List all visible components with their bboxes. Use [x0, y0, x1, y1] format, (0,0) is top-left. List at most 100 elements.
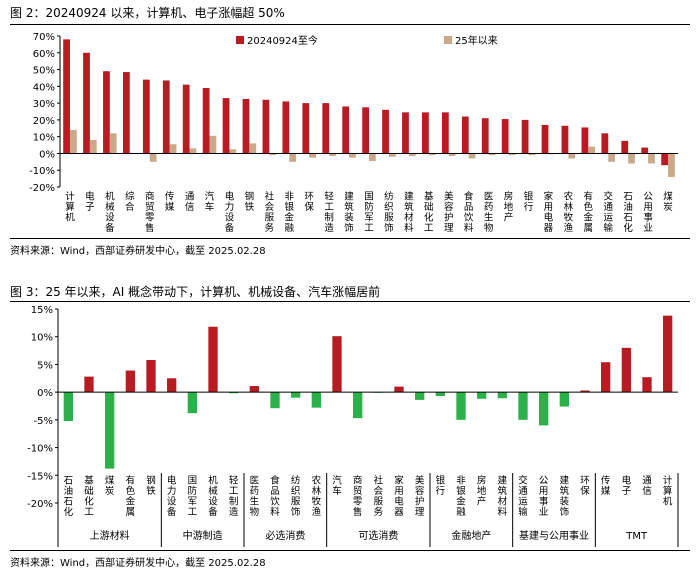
chart1-top-rule [10, 24, 690, 25]
chart2-x-tick-label: 食品饮料 [270, 475, 280, 519]
chart1-x-tick-label: 煤炭 [663, 191, 673, 214]
chart1-x-tick-label: 农林牧渔 [564, 191, 574, 235]
chart2-x-tick-label: 钢铁 [146, 475, 156, 498]
chart2-x-tick-label: 纺织服饰 [291, 475, 301, 519]
chart1-bar-since-20240924 [142, 79, 150, 154]
chart1-bar-since-2025 [309, 153, 316, 158]
chart2-bar-negative [291, 392, 301, 398]
chart1-bar-since-20240924 [282, 101, 290, 154]
chart1-bar-since-2025 [169, 144, 177, 154]
chart2-bar-negative [518, 392, 528, 420]
chart1-bar-since-2025 [69, 129, 77, 154]
chart1-x-tick-label: 轻工制造 [324, 191, 334, 235]
chart1-bar-since-2025 [428, 153, 436, 156]
chart1-bar-since-20240924 [302, 103, 310, 154]
chart1-x-tick-label: 食品饮料 [464, 191, 474, 235]
chart2-bar-positive [580, 390, 590, 393]
chart2-bar-positive [394, 386, 404, 393]
chart1-bar-since-20240924 [561, 125, 569, 154]
chart2-bar-negative [477, 392, 487, 399]
chart2-x-tick-label: 轻工制造 [229, 475, 239, 519]
chart2-x-tick-label: 农林牧渔 [312, 475, 322, 519]
chart2-bar-positive [332, 336, 342, 393]
chart1-y-tick-label: 40% [33, 82, 55, 93]
chart1-bar-since-20240924 [422, 112, 429, 154]
chart2-group-label: TMT [625, 531, 648, 542]
chart2-x-tick-label: 家用电器 [394, 475, 404, 519]
chart1-bar-since-2025 [468, 153, 476, 159]
chart2-top-rule [10, 301, 690, 302]
chart1-bar-since-2025 [408, 153, 416, 156]
chart1-x-tick-label: 基础化工 [424, 191, 434, 235]
chart2-bar-negative [353, 392, 363, 419]
chart1-y-tick-label: 70% [33, 32, 55, 43]
chart1-bar-since-2025 [329, 153, 336, 156]
chart1-bar-since-20240924 [202, 88, 210, 154]
chart1-bar-since-20240924 [342, 106, 350, 154]
chart2-x-tick-label: 通信 [642, 476, 652, 498]
chart2-x-tick-label: 电子 [622, 475, 632, 498]
chart1-bar-since-2025 [388, 153, 396, 157]
chart2-bar-negative [229, 392, 239, 394]
chart2-x-tick-label: 医药生物 [250, 476, 260, 519]
chart1-bar-since-20240924 [162, 80, 170, 154]
chart2-bar-negative [105, 392, 115, 469]
chart1-bar-since-20240924 [322, 103, 330, 154]
chart1-legend-swatch-red [236, 36, 244, 44]
chart2-group-label: 金融地产 [451, 529, 491, 542]
chart1-x-tick-label: 钢铁 [245, 191, 255, 214]
chart1-x-tick-label: 电子 [85, 191, 95, 214]
chart1-bar-since-2025 [508, 153, 516, 156]
chart2-x-tick-label: 环保 [580, 476, 590, 498]
chart2-y-tick-label: 5% [37, 360, 53, 371]
chart1-x-tick-label: 美容护理 [444, 191, 454, 235]
chart1-y-tick-label: 50% [33, 66, 55, 77]
chart2-group-label: 中游制造 [183, 529, 223, 542]
chart1-bar-since-2025 [588, 146, 596, 154]
chart1-bar-since-2025 [249, 143, 257, 154]
chart2-x-tick-label: 有色金属 [126, 475, 136, 519]
chart1-bar-since-2025 [209, 135, 217, 154]
chart1-bar-since-2025 [269, 153, 277, 156]
chart2-group-label: 必选消费 [265, 529, 305, 542]
chart2-x-tick-label: 公用事业 [539, 476, 549, 519]
chart1-x-tick-label: 通信 [185, 192, 195, 214]
chart1-bar-since-20240924 [63, 39, 70, 154]
chart1-bar-since-20240924 [182, 84, 190, 154]
chart1-x-tick-label: 建筑材料 [404, 191, 414, 235]
chart2-x-tick-label: 非银金融 [456, 475, 466, 519]
chart2-x-tick-label: 美容护理 [415, 475, 425, 519]
chart1-caption: 图 2：20240924 以来，计算机、电子涨幅超 50% [10, 6, 285, 20]
chart1-legend-label-red: 20240924至今 [247, 34, 318, 47]
chart1-bar-since-20240924 [621, 140, 629, 154]
chart2-group-label: 基建与公用事业 [519, 529, 589, 542]
chart1-y-tick-label: 60% [33, 49, 55, 60]
chart1-bar-since-20240924 [362, 107, 369, 154]
chart2-bar-negative [311, 392, 321, 408]
chart2-y-tick-label: 10% [31, 333, 53, 344]
chart2-bar-negative [435, 392, 445, 397]
chart2-y-tick-label: -5% [34, 416, 53, 427]
chart1-bar-since-20240924 [402, 112, 409, 154]
chart1-x-tick-label: 汽车 [205, 191, 215, 214]
chart2-bar-negative [456, 392, 466, 420]
chart2-x-tick-label: 计算机 [663, 475, 673, 508]
chart1-x-tick-label: 机械设备 [105, 191, 115, 235]
chart1-bar-since-20240924 [122, 72, 130, 154]
chart1-bar-since-20240924 [242, 98, 250, 154]
chart1-legend-label-tan: 25年以来 [455, 34, 498, 47]
chart2-bar-positive [601, 362, 611, 393]
chart1-bar-since-20240924 [521, 119, 529, 154]
chart1-x-tick-label: 商贸零售 [145, 191, 155, 235]
chart1-x-tick-label: 交通运输 [603, 191, 613, 235]
chart2-x-tick-label: 社会服务 [374, 475, 384, 519]
chart1-y-tick-label: 20% [33, 116, 55, 127]
chart2-bar-negative [187, 392, 197, 414]
chart2-x-tick-label: 房地产 [477, 475, 487, 508]
chart2-x-tick-label: 基础化工 [84, 475, 94, 519]
chart2-source: 资料来源：Wind，西部证券研发中心，截至 2025.02.28 [10, 558, 266, 569]
chart1-y-tick-label: 30% [33, 99, 55, 110]
chart1-bar-since-20240924 [103, 71, 110, 154]
chart1-x-tick-label: 计算机 [65, 191, 75, 224]
